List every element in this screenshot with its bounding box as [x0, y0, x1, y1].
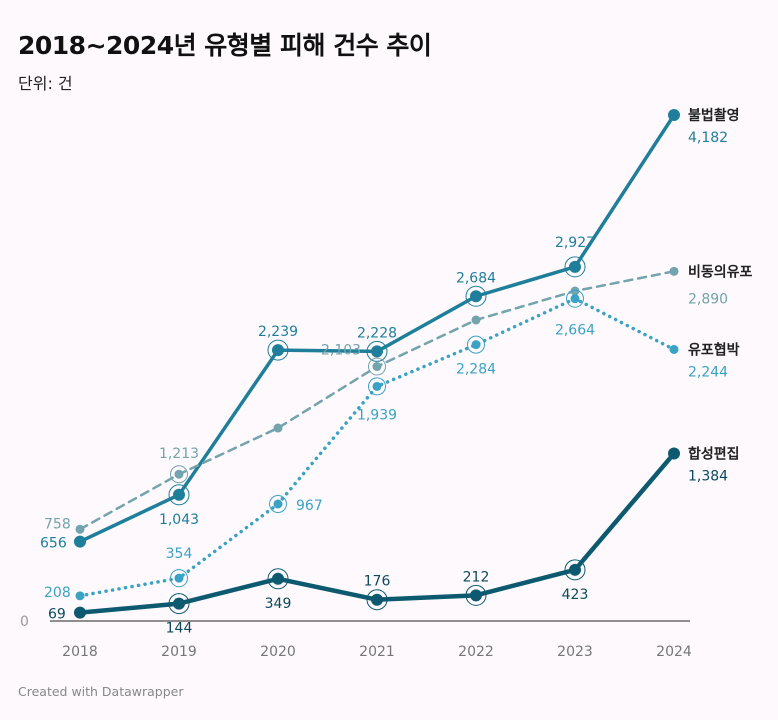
data-label: 2,664: [555, 323, 595, 339]
highlight-ring: [564, 559, 586, 581]
data-label: 1,043: [159, 512, 199, 528]
chart-title: 2018~2024년 유형별 피해 건수 추이: [18, 31, 432, 60]
x-tick-label: 2020: [260, 644, 296, 660]
data-label: 176: [364, 574, 391, 590]
data-label: 349: [265, 596, 292, 612]
data-point: [174, 573, 184, 583]
data-label: 69: [48, 607, 66, 623]
series-name-label: 합성편집: [688, 446, 740, 463]
x-tick-label: 2022: [458, 644, 494, 660]
data-label: 758: [44, 516, 71, 532]
series-name-label: 불법촬영: [688, 107, 740, 124]
x-tick-label: 2021: [359, 644, 395, 660]
data-label: 2,228: [357, 325, 397, 341]
data-point: [75, 524, 85, 534]
data-point: [272, 572, 284, 585]
highlight-ring: [168, 484, 190, 506]
highlight-ring: [564, 256, 586, 278]
data-point: [273, 423, 283, 433]
highlight-ring: [368, 357, 386, 376]
data-point: [173, 488, 185, 501]
data-label: 208: [44, 585, 71, 601]
highlight-ring: [366, 589, 388, 611]
highlight-ring: [168, 593, 190, 615]
data-point: [273, 499, 283, 509]
data-point: [470, 589, 482, 602]
data-point: [570, 294, 580, 304]
data-point: [371, 593, 383, 606]
data-label: 2,244: [688, 364, 728, 380]
data-label: 2,103: [321, 343, 361, 359]
data-point: [74, 535, 86, 548]
data-point: [471, 340, 481, 350]
data-label: 1,384: [688, 469, 728, 485]
data-point: [471, 315, 481, 325]
data-point: [669, 266, 679, 276]
x-tick-label: 2019: [161, 644, 197, 660]
series-line-비동의유포: [78, 270, 676, 531]
highlight-ring: [566, 289, 584, 308]
data-point: [668, 109, 680, 121]
data-point: [569, 260, 581, 273]
highlight-ring: [465, 584, 487, 606]
highlight-ring: [465, 285, 487, 307]
data-label: 144: [166, 621, 193, 637]
highlight-ring: [269, 494, 287, 513]
highlight-ring: [170, 465, 188, 484]
data-label: 212: [463, 569, 490, 585]
data-point: [173, 597, 185, 610]
data-point: [75, 591, 85, 601]
data-point: [570, 286, 580, 296]
data-point: [372, 362, 382, 372]
data-label: 2,284: [456, 362, 496, 378]
highlight-ring: [267, 568, 289, 590]
highlight-ring: [267, 339, 289, 361]
data-label: 354: [166, 546, 193, 562]
series-name-label: 유포협박: [688, 341, 740, 358]
x-tick-label: 2023: [557, 644, 593, 660]
x-tick-label: 2018: [62, 644, 98, 660]
highlight-ring: [368, 377, 386, 396]
data-point: [74, 606, 86, 619]
data-label: 423: [562, 587, 589, 603]
data-point: [470, 290, 482, 303]
series-name-label: 비동의유포: [688, 263, 753, 280]
data-label: 1,939: [357, 407, 397, 423]
data-point: [569, 563, 581, 576]
data-point: [272, 344, 284, 357]
data-label: 2,890: [688, 291, 728, 307]
data-label: 967: [296, 498, 323, 514]
data-point: [371, 345, 383, 358]
data-point: [668, 447, 680, 460]
data-label: 2,927: [555, 235, 595, 251]
data-label: 2,684: [456, 270, 496, 286]
unit-label: 단위: 건: [18, 74, 73, 93]
data-label: 2,239: [258, 324, 298, 340]
highlight-ring: [170, 569, 188, 588]
credit: Created with Datawrapper: [18, 684, 184, 699]
data-point: [669, 344, 679, 354]
data-point: [372, 381, 382, 391]
highlight-ring: [467, 335, 485, 354]
data-label: 4,182: [688, 130, 728, 146]
data-label: 1,213: [159, 446, 199, 462]
highlight-ring: [366, 340, 388, 362]
data-label: 656: [40, 536, 67, 552]
y-tick-label: 0: [20, 614, 29, 630]
data-point: [174, 469, 184, 479]
x-tick-label: 2024: [656, 644, 692, 660]
